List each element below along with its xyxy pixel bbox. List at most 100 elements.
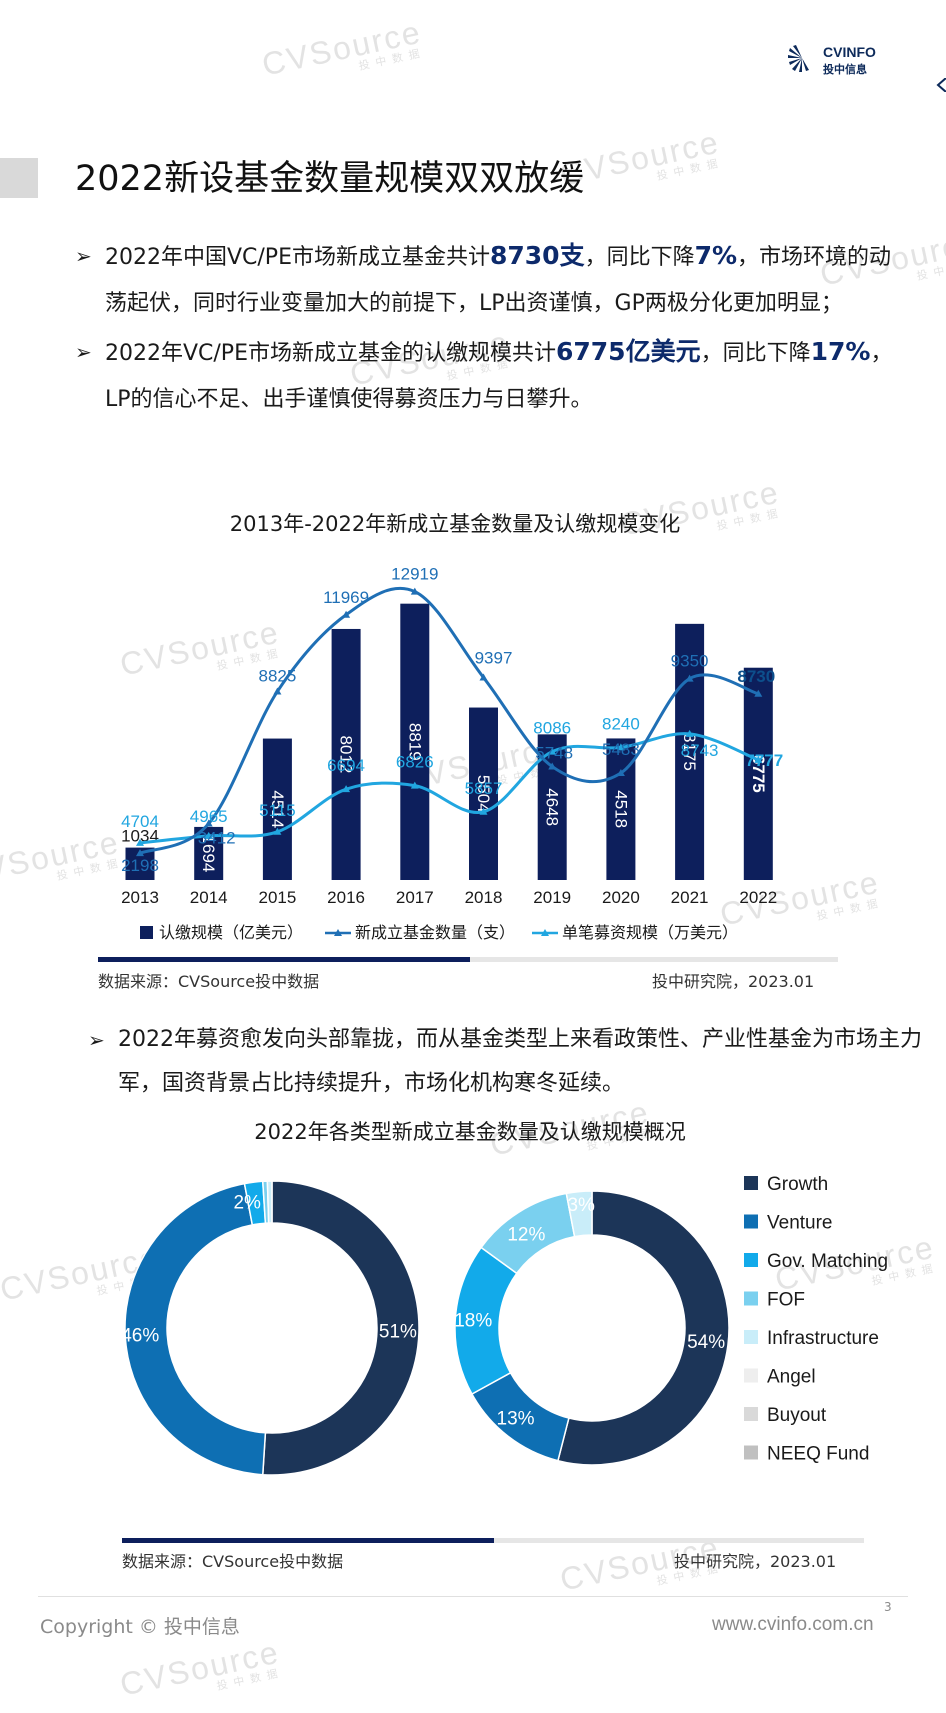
line-marker [136,838,144,846]
combo-chart: 1034201316942014451420158012201688192017… [121,565,783,942]
chart-credit: 投中研究院，2023.01 [652,972,815,991]
donut-chart: 51%46%2%1%54%13%18%12%3%GrowthVentureGov… [121,1174,888,1476]
line-marker [410,781,419,789]
bar-value-label: 8012 [337,736,356,774]
avg-size-label: 4965 [190,807,228,826]
chart-legend: 认缴规模（亿美元） 新成立基金数量（支） 单笔募资规模（万美元） [140,924,738,942]
donut-slice-growth [261,1180,420,1476]
count-label: 8825 [258,666,296,685]
line-marker [204,831,213,839]
count-label: 9350 [671,652,709,671]
legend-swatch-bars [140,926,153,939]
x-tick-label: 2022 [739,888,777,907]
bar-2016 [331,628,361,880]
bullet-text: 2022年中国VC/PE市场新成立基金共计 [105,245,490,270]
chart-source: 数据来源：CVSource投中数据 [122,1552,344,1571]
slice-label: 46% [121,1325,159,1346]
line-marker [685,674,694,682]
legend-label: Gov. Matching [767,1251,888,1272]
donut-slice-growth [557,1190,730,1466]
fund-count-line [139,586,759,855]
count-label: 5748 [535,744,573,763]
slice-label: 2% [233,1192,261,1213]
count-label: 3412 [198,829,236,848]
bar-2015 [262,738,292,880]
legend-label: Angel [767,1367,816,1388]
line-marker [479,673,488,681]
line-marker [204,819,213,827]
line-marker [754,755,763,763]
donut-slice-infrastructure [565,1190,593,1238]
bar-value-label: 4514 [268,790,287,828]
line-marker [342,610,351,618]
line-marker [342,785,351,793]
bullet-arrow-icon: ➢ [75,340,92,364]
logo-subtitle: 投中信息 [823,63,867,76]
legend-swatch [744,1330,758,1344]
footer-rule [38,1596,908,1597]
legend-label: NEEQ Fund [767,1444,869,1465]
legend-label: Venture [767,1213,833,1234]
count-label: 11969 [323,588,369,607]
page-title: 2022新设基金数量规模双双放缓 [75,159,585,199]
chart-title: 2013年-2022年新成立基金数量及认缴规模变化 [229,512,681,536]
bar-value-label: 8819 [405,723,424,761]
legend-label: 新成立基金数量（支） [355,924,515,942]
avg-size-label: 7777 [745,751,783,770]
x-tick-label: 2019 [533,888,571,907]
avg-size-line [139,732,759,845]
bullet-text: ，LP的信心不足、出手谨慎使得募资压力与日攀升。 [105,341,893,412]
line-marker [136,849,144,857]
legend-swatch [744,1407,758,1421]
slice-label: 12% [507,1224,545,1245]
cvinfo-logo-icon [788,45,809,72]
avg-size-label: 6826 [396,753,434,772]
legend-swatch [744,1214,758,1229]
bullet-arrow-icon: ➢ [88,1028,105,1052]
slice-label: 13% [497,1408,535,1429]
donut-2: 54% 13% 18% 12% 3% [454,1190,730,1466]
slice-label: 3% [567,1195,595,1216]
highlight-number: 8730支 [489,241,585,270]
x-tick-label: 2015 [258,888,296,907]
legend-marker [541,929,549,936]
x-tick-label: 2017 [396,888,434,907]
x-tick-label: 2020 [602,888,640,907]
bar-value-label: 1694 [199,835,218,873]
avg-size-label: 6694 [327,756,365,775]
source-rule [98,957,838,962]
bullet-text: ，同比下降 [584,245,695,270]
highlight-number: 6775亿美元 [555,337,701,366]
legend-swatch [744,1253,758,1267]
donut-1: 51%46%2%1% [121,1180,420,1476]
line-marker [754,689,763,697]
bar-2018 [469,707,498,880]
summary-bullets: ➢ 2022年中国VC/PE市场新成立基金共计8730支，同比下降7%，市场环境… [75,233,895,423]
bullet-text: 2022年VC/PE市场新成立基金的认缴规模共计 [105,341,556,366]
donut-slice-venture [124,1182,267,1476]
footer-copyright: Copyright © 投中信息 [40,1616,240,1638]
bar-2021 [675,623,705,880]
legend-marker [334,929,342,936]
avg-size-label: 5115 [259,801,296,820]
x-tick-label: 2018 [465,888,503,907]
x-tick-label: 2021 [671,888,709,907]
title-accent-bar [0,158,38,198]
footer-url[interactable]: www.cvinfo.com.cn [712,1614,874,1635]
line-marker [685,729,694,737]
legend-swatch [744,1368,758,1383]
bar-value-label: 4648 [543,788,562,826]
line-marker [410,587,419,595]
count-label: 9397 [475,649,513,668]
legend-label: 单笔募资规模（万美元） [562,924,738,942]
line-marker [273,687,282,695]
bar-2022 [743,667,773,880]
line-marker [616,769,625,777]
count-label: 8730 [737,667,775,686]
count-label: 5483 [602,740,640,759]
bullet-text: ，同比下降 [700,341,811,366]
legend-swatch [744,1176,758,1190]
bullet-point: ➢ 2022年中国VC/PE市场新成立基金共计8730支，同比下降7%，市场环境… [75,233,895,327]
